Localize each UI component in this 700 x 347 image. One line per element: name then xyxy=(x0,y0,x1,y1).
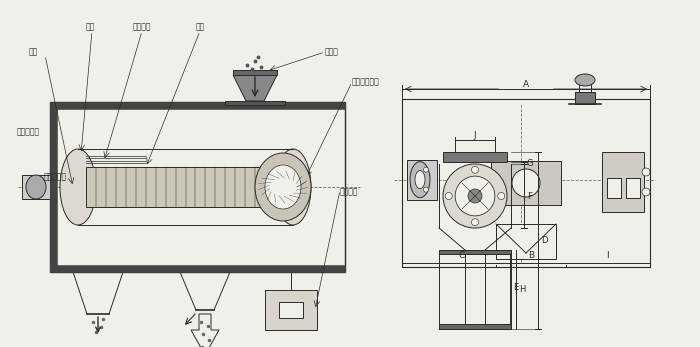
Bar xyxy=(443,152,507,162)
Text: E: E xyxy=(513,282,519,291)
Bar xyxy=(602,152,644,212)
Ellipse shape xyxy=(424,167,428,172)
Bar xyxy=(50,102,345,272)
Bar xyxy=(279,302,303,318)
Text: 进料口: 进料口 xyxy=(325,48,339,57)
Polygon shape xyxy=(233,75,277,101)
Ellipse shape xyxy=(275,149,311,225)
Ellipse shape xyxy=(455,176,495,216)
Ellipse shape xyxy=(512,169,540,197)
Bar xyxy=(407,160,437,200)
Ellipse shape xyxy=(255,153,311,221)
Ellipse shape xyxy=(498,193,505,200)
Ellipse shape xyxy=(468,189,482,203)
Text: 主轴: 主轴 xyxy=(29,48,38,57)
Bar xyxy=(491,161,561,205)
Bar xyxy=(439,324,511,329)
Text: I: I xyxy=(606,251,609,260)
Bar xyxy=(22,175,50,199)
Text: D: D xyxy=(540,236,547,245)
Bar xyxy=(402,99,650,267)
Text: 螺旋输送系统: 螺旋输送系统 xyxy=(352,77,379,86)
Bar xyxy=(86,167,285,207)
Bar xyxy=(50,102,57,272)
Ellipse shape xyxy=(415,171,425,189)
Text: 风轮叶片: 风轮叶片 xyxy=(133,23,151,32)
Text: J: J xyxy=(474,130,476,139)
Bar xyxy=(265,290,317,330)
Ellipse shape xyxy=(445,193,452,200)
Ellipse shape xyxy=(443,164,507,228)
Bar xyxy=(607,178,621,198)
Ellipse shape xyxy=(26,175,46,199)
Bar xyxy=(575,92,595,104)
Text: 风轮: 风轮 xyxy=(85,23,94,32)
Ellipse shape xyxy=(575,74,595,86)
Bar xyxy=(50,265,345,272)
Ellipse shape xyxy=(642,168,650,176)
Bar xyxy=(50,102,345,109)
Text: H: H xyxy=(519,285,525,294)
Bar xyxy=(78,149,293,225)
Text: C: C xyxy=(458,251,465,260)
Ellipse shape xyxy=(410,162,430,198)
Text: 网架: 网架 xyxy=(195,23,204,32)
Text: F: F xyxy=(528,192,533,201)
Bar xyxy=(225,101,285,105)
Ellipse shape xyxy=(424,187,428,192)
Bar xyxy=(233,70,277,75)
Bar xyxy=(626,178,640,198)
Ellipse shape xyxy=(472,219,479,226)
Text: 驱动电机: 驱动电机 xyxy=(340,187,358,196)
Bar xyxy=(496,224,556,259)
Text: A: A xyxy=(523,79,529,88)
Text: B: B xyxy=(528,251,534,260)
Polygon shape xyxy=(191,314,219,347)
Ellipse shape xyxy=(472,166,479,173)
Ellipse shape xyxy=(60,149,96,225)
Bar xyxy=(439,250,511,254)
Ellipse shape xyxy=(642,188,650,196)
Ellipse shape xyxy=(265,165,301,209)
Text: 细料排出口: 细料排出口 xyxy=(43,172,66,181)
Text: G: G xyxy=(526,159,533,168)
Text: 粗料排出口: 粗料排出口 xyxy=(16,127,40,136)
